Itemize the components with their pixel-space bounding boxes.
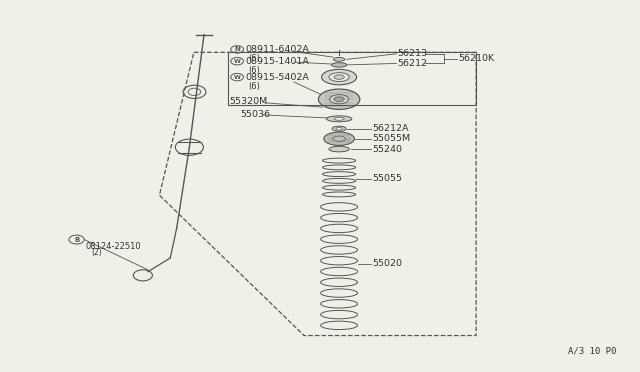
Text: 55240: 55240 <box>372 145 403 154</box>
Ellipse shape <box>332 126 346 131</box>
Ellipse shape <box>321 69 356 85</box>
Circle shape <box>133 270 152 281</box>
Text: (6): (6) <box>248 82 260 91</box>
Text: 08915-5402A: 08915-5402A <box>246 73 309 81</box>
Text: 55055M: 55055M <box>372 134 410 143</box>
Ellipse shape <box>324 132 355 145</box>
Text: (2): (2) <box>92 248 102 257</box>
Ellipse shape <box>333 136 346 141</box>
Ellipse shape <box>329 73 349 81</box>
Text: N: N <box>234 46 240 52</box>
Ellipse shape <box>333 58 345 61</box>
Text: 55036: 55036 <box>241 109 271 119</box>
Ellipse shape <box>329 146 349 152</box>
Circle shape <box>175 139 204 155</box>
Text: 55055: 55055 <box>372 174 403 183</box>
Ellipse shape <box>319 89 360 109</box>
Text: 55320M: 55320M <box>230 97 268 106</box>
Text: 08911-6402A: 08911-6402A <box>246 45 309 54</box>
Text: A/3 10 P0: A/3 10 P0 <box>568 346 616 355</box>
Text: 55020: 55020 <box>372 259 403 268</box>
Text: (6): (6) <box>248 66 260 75</box>
Ellipse shape <box>326 116 352 122</box>
Text: (6): (6) <box>248 54 260 63</box>
Ellipse shape <box>330 94 349 104</box>
Ellipse shape <box>334 75 344 79</box>
Text: 56210K: 56210K <box>458 54 495 63</box>
Text: 08124-22510: 08124-22510 <box>86 242 141 251</box>
Ellipse shape <box>332 62 347 67</box>
Bar <box>228 52 476 105</box>
Ellipse shape <box>334 117 344 120</box>
Text: 08915-1401A: 08915-1401A <box>246 57 309 66</box>
Text: B: B <box>74 237 79 243</box>
Text: W: W <box>234 74 241 80</box>
Text: 56212: 56212 <box>397 59 428 68</box>
Text: 56213: 56213 <box>397 49 428 58</box>
Text: 56212A: 56212A <box>372 124 409 133</box>
Text: W: W <box>234 59 241 64</box>
Ellipse shape <box>334 97 344 102</box>
Ellipse shape <box>336 128 342 130</box>
